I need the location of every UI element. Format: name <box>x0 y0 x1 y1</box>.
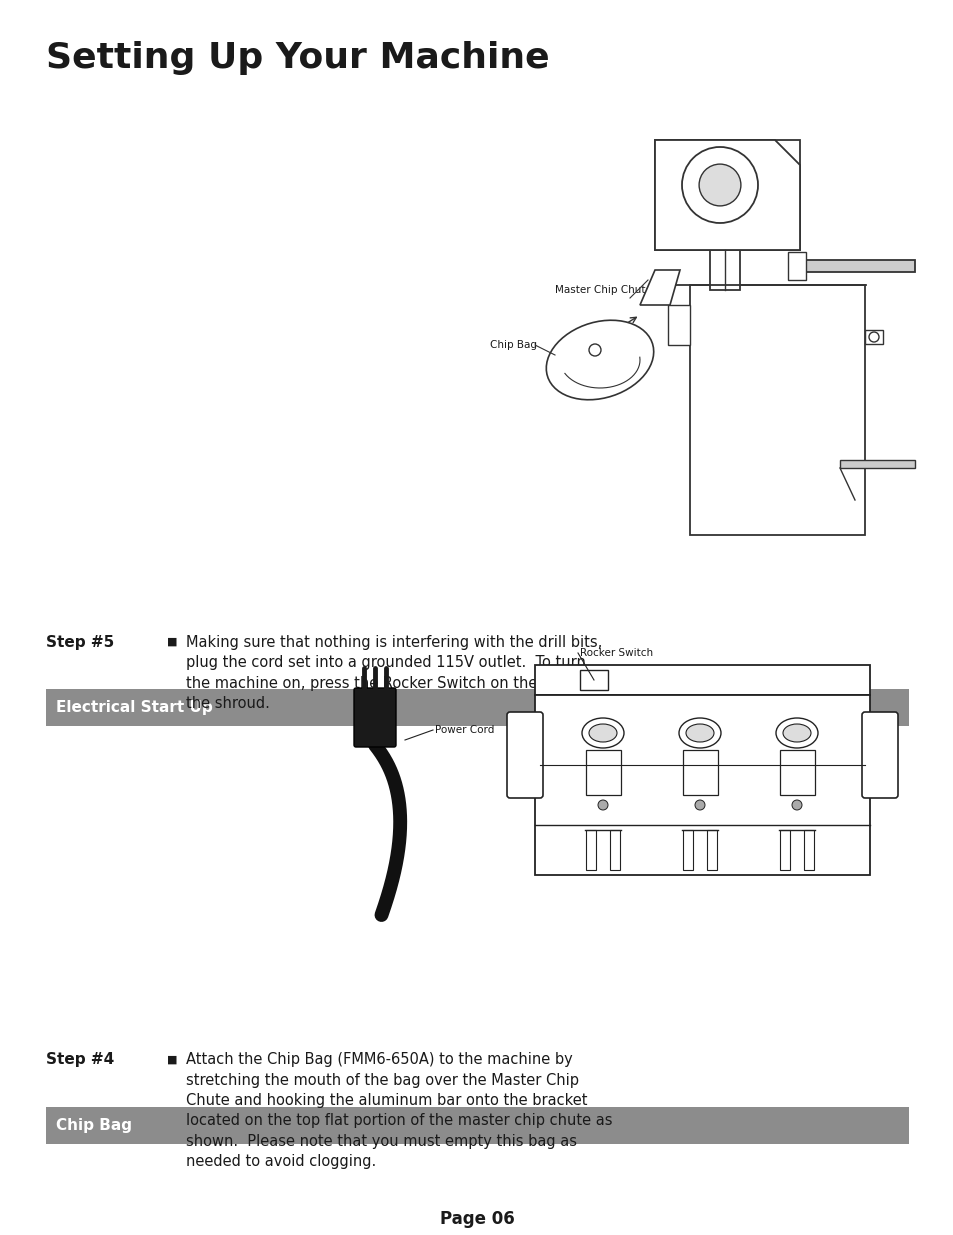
Bar <box>800 261 914 272</box>
Text: Attach the Chip Bag (FMM6-650A) to the machine by
stretching the mouth of the ba: Attach the Chip Bag (FMM6-650A) to the m… <box>186 1052 612 1170</box>
Bar <box>840 459 914 468</box>
Ellipse shape <box>782 724 810 742</box>
Circle shape <box>791 800 801 810</box>
Polygon shape <box>639 270 679 305</box>
Circle shape <box>791 776 801 785</box>
Text: Master Chip Chute: Master Chip Chute <box>555 285 651 295</box>
Bar <box>780 750 814 795</box>
Bar <box>667 305 689 345</box>
Bar <box>706 830 717 869</box>
Circle shape <box>695 800 704 810</box>
Circle shape <box>598 800 607 810</box>
Ellipse shape <box>581 718 623 748</box>
FancyBboxPatch shape <box>862 713 897 798</box>
Circle shape <box>681 147 758 224</box>
FancyBboxPatch shape <box>506 713 542 798</box>
Circle shape <box>695 776 704 785</box>
Bar <box>864 330 882 345</box>
Bar <box>787 252 805 280</box>
Ellipse shape <box>588 724 617 742</box>
Bar <box>682 830 692 869</box>
Bar <box>709 249 740 290</box>
Text: Rocker Switch: Rocker Switch <box>579 648 653 658</box>
Ellipse shape <box>775 718 817 748</box>
Circle shape <box>699 164 740 206</box>
Bar <box>585 830 596 869</box>
Circle shape <box>588 345 600 356</box>
Bar <box>655 140 800 249</box>
Bar <box>535 664 869 695</box>
Bar <box>535 695 869 876</box>
Bar <box>46 689 908 726</box>
Text: Chip Bag: Chip Bag <box>55 1118 132 1132</box>
Text: Chip Bag: Chip Bag <box>490 340 537 350</box>
FancyBboxPatch shape <box>354 688 395 747</box>
Text: ■: ■ <box>167 637 177 647</box>
Bar <box>609 830 619 869</box>
Bar <box>803 830 813 869</box>
Circle shape <box>868 332 878 342</box>
Polygon shape <box>546 320 653 400</box>
Bar <box>689 285 864 535</box>
Polygon shape <box>655 140 800 249</box>
Bar <box>682 750 718 795</box>
Text: Power Cord: Power Cord <box>435 725 494 735</box>
Circle shape <box>598 776 607 785</box>
Text: Step #5: Step #5 <box>46 635 114 650</box>
Bar <box>579 671 607 690</box>
Bar <box>585 750 620 795</box>
Text: Electrical Start Up: Electrical Start Up <box>55 700 213 715</box>
Text: ■: ■ <box>167 1055 177 1065</box>
Text: Page 06: Page 06 <box>439 1210 514 1229</box>
Text: Setting Up Your Machine: Setting Up Your Machine <box>46 41 549 75</box>
Ellipse shape <box>685 724 713 742</box>
Text: Making sure that nothing is interfering with the drill bits,
plug the cord set i: Making sure that nothing is interfering … <box>186 635 601 711</box>
Ellipse shape <box>679 718 720 748</box>
Text: Step #4: Step #4 <box>46 1052 114 1067</box>
Bar <box>46 1107 908 1144</box>
Bar <box>780 830 789 869</box>
